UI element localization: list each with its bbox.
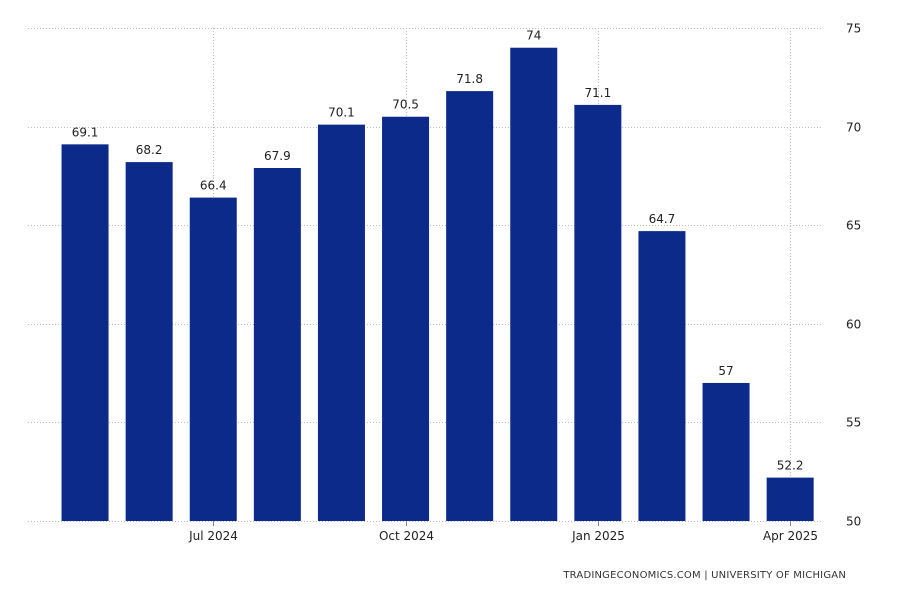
bar <box>510 47 558 521</box>
bar <box>766 477 814 521</box>
y-tick-label: 55 <box>846 416 861 430</box>
y-axis: 50 55 60 65 70 75 <box>846 22 861 529</box>
bar <box>382 116 430 522</box>
data-label: 52.2 <box>777 459 804 473</box>
x-axis: Jul 2024 Oct 2024 Jan 2025 Apr 2025 <box>188 521 818 543</box>
bar-series <box>61 47 814 522</box>
data-label: 69.1 <box>72 125 99 139</box>
data-label: 71.8 <box>456 72 483 86</box>
bar <box>125 162 173 521</box>
data-label: 68.2 <box>136 143 163 157</box>
data-label: 57 <box>718 364 733 378</box>
bar <box>189 197 237 522</box>
data-label: 74 <box>526 29 541 43</box>
bar <box>702 382 750 521</box>
data-labels: 69.1 68.2 66.4 67.9 70.1 70.5 71.8 74 71.1 64.7 57… <box>72 29 804 473</box>
bar <box>446 91 494 521</box>
data-label: 67.9 <box>264 149 291 163</box>
bar <box>61 144 109 521</box>
data-label: 70.5 <box>392 98 419 112</box>
y-tick-label: 60 <box>846 318 861 332</box>
y-tick-label: 50 <box>846 515 861 529</box>
y-tick-label: 70 <box>846 121 861 135</box>
data-label: 70.1 <box>328 106 355 120</box>
y-tick-label: 65 <box>846 219 861 233</box>
data-label: 64.7 <box>649 212 676 226</box>
bar <box>317 124 365 522</box>
bar <box>253 168 301 521</box>
x-tick-label: Jul 2024 <box>188 529 238 543</box>
y-tick-label: 75 <box>846 22 861 36</box>
bar <box>574 104 622 522</box>
bar <box>638 231 686 521</box>
x-tick-label: Oct 2024 <box>379 529 434 543</box>
source-credit: TRADINGECONOMICS.COM | UNIVERSITY OF MIC… <box>563 570 846 581</box>
x-tick-label: Apr 2025 <box>763 529 818 543</box>
data-label: 71.1 <box>584 86 611 100</box>
data-label: 66.4 <box>200 179 227 193</box>
x-tick-label: Jan 2025 <box>571 529 625 543</box>
